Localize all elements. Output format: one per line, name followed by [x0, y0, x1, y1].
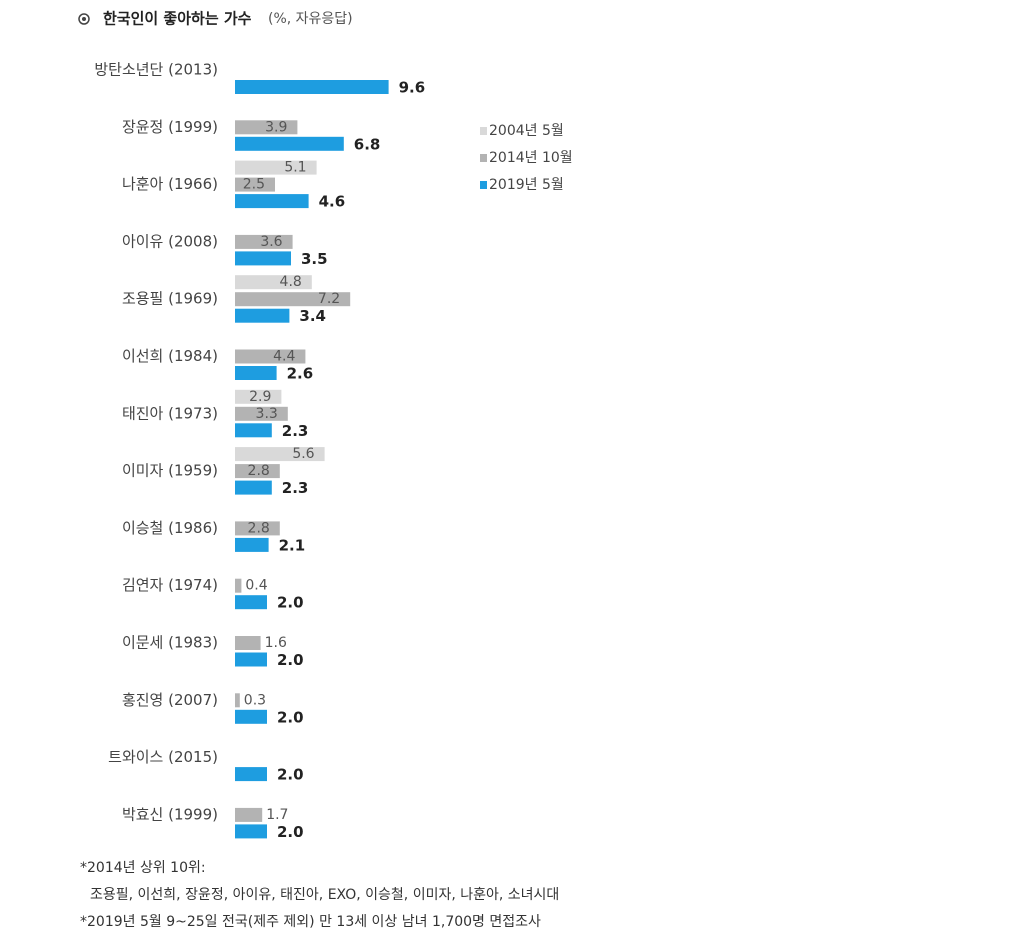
value-label: 4.8 — [280, 274, 302, 290]
bar — [235, 80, 389, 94]
value-label: 2.0 — [277, 766, 304, 784]
category-label: 트와이스 (2015) — [108, 748, 218, 766]
category-label: 조용필 (1969) — [122, 290, 218, 308]
bar — [235, 406, 288, 421]
value-label: 0.4 — [245, 578, 267, 594]
bar — [235, 447, 325, 462]
value-label: 3.5 — [301, 250, 328, 268]
bar — [235, 652, 267, 667]
value-label: 3.3 — [256, 406, 278, 422]
bar — [235, 636, 261, 650]
value-label: 2.0 — [277, 594, 304, 612]
bar — [235, 537, 269, 552]
category-label: 홍진영 (2007) — [122, 691, 218, 709]
legend-swatch — [480, 127, 487, 135]
footnote: *2019년 5월 9~25일 전국(제주 제외) 만 13세 이상 남녀 1,… — [80, 914, 541, 930]
value-label: 2.3 — [282, 422, 309, 440]
bar — [235, 521, 280, 536]
category-label: 이선희 (1984) — [122, 347, 218, 365]
bar — [235, 423, 272, 438]
category-label: 이문세 (1983) — [122, 634, 218, 652]
bar — [235, 251, 291, 266]
value-label: 2.6 — [287, 365, 314, 383]
chart-title: 한국인이 좋아하는 가수 — [103, 10, 252, 28]
legend-label: 2014년 10월 — [489, 150, 573, 166]
bar — [235, 136, 344, 151]
value-label: 2.8 — [248, 520, 270, 536]
bar — [235, 709, 267, 724]
bar — [235, 177, 275, 192]
title-icon-dot — [82, 17, 86, 21]
legend-swatch — [480, 154, 487, 162]
bar — [235, 464, 280, 479]
category-label: 나훈아 (1966) — [122, 175, 218, 193]
value-label: 4.4 — [273, 349, 295, 365]
bar — [235, 480, 272, 495]
title-icon — [78, 13, 90, 25]
bar — [235, 349, 306, 364]
bar — [235, 595, 267, 610]
value-label: 2.3 — [282, 479, 309, 497]
bar — [235, 120, 298, 135]
value-label: 5.1 — [284, 160, 306, 176]
legend-swatch — [480, 181, 487, 189]
category-label: 아이유 (2008) — [122, 232, 218, 250]
legend-label: 2019년 5월 — [489, 177, 564, 193]
bar — [235, 160, 317, 175]
value-label: 2.0 — [277, 823, 304, 841]
value-label: 1.7 — [266, 807, 288, 823]
value-label: 7.2 — [318, 291, 340, 307]
bar — [235, 693, 240, 708]
value-label: 2.8 — [248, 463, 270, 479]
bar — [235, 194, 309, 209]
category-label: 김연자 (1974) — [122, 576, 218, 594]
category-label: 태진아 (1973) — [122, 404, 218, 422]
bar — [235, 767, 267, 782]
value-label: 2.1 — [279, 536, 306, 554]
legend-label: 2004년 5월 — [489, 123, 564, 139]
value-label: 5.6 — [292, 446, 314, 462]
bar — [235, 807, 263, 822]
value-label: 2.0 — [277, 708, 304, 726]
value-label: 3.9 — [265, 119, 287, 135]
bar — [235, 578, 242, 593]
value-label: 3.4 — [299, 307, 326, 325]
category-label: 이승철 (1986) — [122, 519, 218, 537]
bar — [235, 308, 290, 323]
value-label: 2.5 — [243, 177, 265, 193]
value-label: 2.9 — [249, 389, 271, 405]
category-label: 이미자 (1959) — [122, 462, 218, 480]
bar — [235, 275, 312, 290]
bar — [235, 389, 282, 404]
bar — [235, 292, 351, 307]
bar — [235, 234, 293, 249]
chart-subtitle: (%, 자유응답) — [268, 11, 353, 27]
category-label: 장윤정 (1999) — [122, 118, 218, 136]
value-label: 4.6 — [319, 193, 346, 211]
bar — [235, 824, 267, 839]
category-label: 방탄소년단 (2013) — [94, 61, 218, 79]
category-label: 박효신 (1999) — [122, 805, 218, 823]
value-label: 9.6 — [399, 79, 426, 97]
bar — [235, 366, 277, 380]
value-label: 1.6 — [265, 635, 287, 651]
value-label: 6.8 — [354, 135, 381, 153]
value-label: 3.6 — [260, 234, 282, 250]
footnote: 조용필, 이선희, 장윤정, 아이유, 태진아, EXO, 이승철, 이미자, … — [90, 887, 559, 903]
footnote: *2014년 상위 10위: — [80, 860, 206, 876]
value-label: 0.3 — [244, 692, 266, 708]
value-label: 2.0 — [277, 651, 304, 669]
